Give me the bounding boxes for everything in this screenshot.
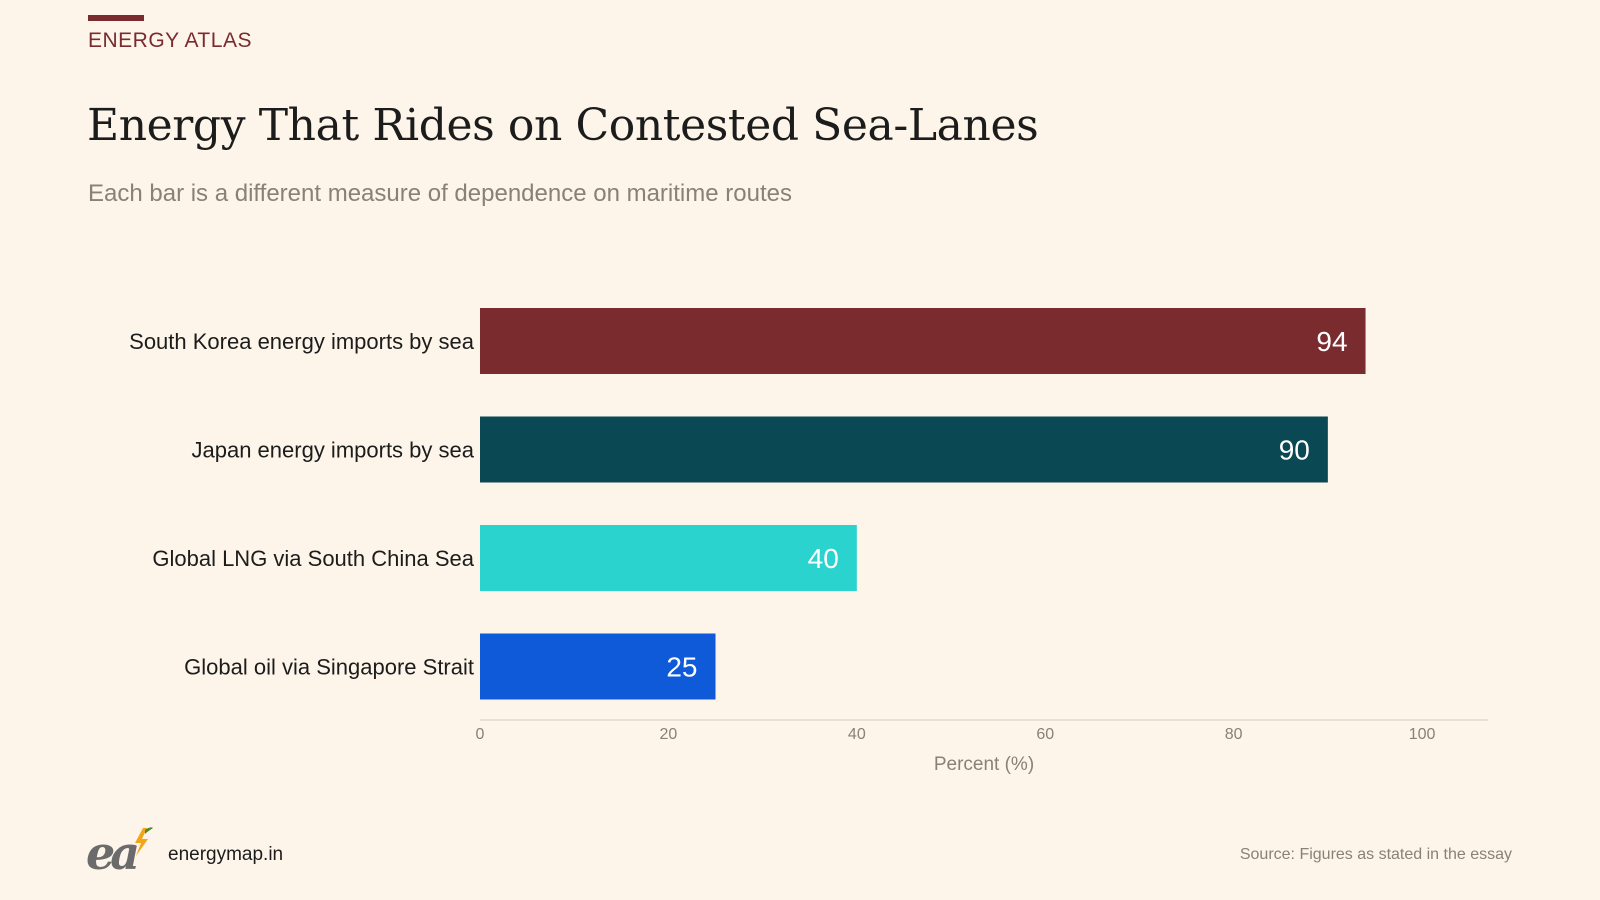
category-label: Japan energy imports by sea [192,438,475,463]
chart-title: Energy That Rides on Contested Sea-Lanes [87,100,1039,151]
x-tick-label: 100 [1409,726,1436,743]
energy-atlas-logo-icon: ea [86,826,153,876]
x-tick-label: 40 [848,726,866,743]
x-tick-label: 60 [1036,726,1054,743]
x-tick-label: 0 [476,726,485,743]
category-label: Global oil via Singapore Strait [184,655,474,680]
data-label: 94 [1316,326,1347,357]
bar [480,525,857,591]
data-label: 90 [1279,435,1310,466]
bar [480,633,716,700]
chart-subtitle: Each bar is a different measure of depen… [88,180,792,207]
accent-rule [88,15,144,21]
bar [480,308,1366,374]
bar [480,416,1328,483]
footer-site-link[interactable]: energymap.in [168,844,284,865]
category-label: Global LNG via South China Sea [152,546,474,571]
kicker-label: ENERGY ATLAS [88,29,252,52]
data-label: 40 [808,543,839,574]
x-axis-title: Percent (%) [934,754,1034,775]
bar-chart: South Korea energy imports by sea 94 Japan… [129,308,1488,775]
footer-source: Source: Figures as stated in the essay [1239,846,1512,863]
data-label: 25 [666,652,697,683]
svg-text:ea: ea [86,826,137,876]
category-label: South Korea energy imports by sea [129,329,475,354]
x-tick-label: 20 [660,726,678,743]
x-tick-label: 80 [1225,726,1243,743]
